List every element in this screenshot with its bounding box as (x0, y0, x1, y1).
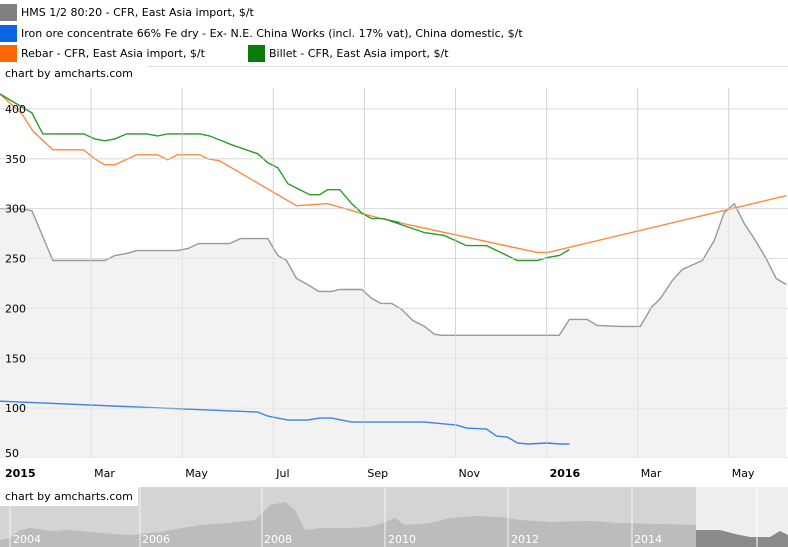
x-tick-label: May (732, 467, 755, 480)
x-axis: 2015 Mar May Jul Sep Nov 2016 Mar May (5, 467, 755, 480)
y-tick-label: 250 (5, 253, 26, 266)
x-tick-label: 2015 (5, 467, 36, 480)
series-line-hms (0, 202, 787, 336)
y-tick-label: 150 (5, 352, 26, 365)
navigator-year-label: 2006 (142, 533, 170, 546)
x-tick-label: Jul (275, 467, 289, 480)
navigator-year-label: 2010 (388, 533, 416, 546)
x-tick-label: May (185, 467, 208, 480)
credit-top[interactable]: chart by amcharts.com (0, 64, 138, 83)
series-group (0, 93, 787, 458)
navigator-year-label: 2004 (13, 533, 41, 546)
legend-swatch-icon (248, 45, 265, 62)
legend-label: Billet - CFR, East Asia import, $/t (269, 47, 449, 60)
series-line-iron-ore (0, 400, 570, 445)
y-tick-label: 200 (5, 302, 26, 315)
series-line-rebar (0, 93, 787, 254)
navigator-year-label: 2014 (634, 533, 662, 546)
y-tick-label: 350 (5, 153, 26, 166)
x-tick-label: 2016 (550, 467, 581, 480)
y-tick-label: 300 (5, 203, 26, 216)
series-line-billet (0, 93, 570, 262)
navigator-year-label: 2008 (264, 533, 292, 546)
legend-swatch-icon (0, 25, 17, 42)
legend-label: HMS 1/2 80:20 - CFR, East Asia import, $… (21, 6, 254, 19)
legend-swatch-icon (0, 45, 17, 62)
legend-label: Iron ore concentrate 66% Fe dry - Ex- N.… (21, 27, 523, 40)
x-tick-label: Nov (458, 467, 480, 480)
navigator-area (0, 502, 696, 547)
y-tick-label: 100 (5, 402, 26, 415)
credit-navigator[interactable]: chart by amcharts.com (0, 487, 138, 506)
legend-swatch-icon (0, 4, 17, 21)
navigator-area-selected (696, 530, 788, 547)
navigator-year-label: 2012 (511, 533, 539, 546)
legend-item-hms[interactable]: HMS 1/2 80:20 - CFR, East Asia import, $… (0, 4, 254, 21)
x-axis-band (0, 458, 788, 487)
legend-item-iron-ore[interactable]: Iron ore concentrate 66% Fe dry - Ex- N.… (0, 25, 523, 42)
legend-item-billet[interactable]: Billet - CFR, East Asia import, $/t (248, 45, 449, 62)
y-axis: 50 100 150 200 250 300 350 400 (5, 103, 26, 460)
legend-item-rebar[interactable]: Rebar - CFR, East Asia import, $/t (0, 45, 205, 62)
y-tick-label: 400 (5, 103, 26, 116)
series-area-hms (0, 203, 787, 458)
y-tick-label: 50 (5, 447, 19, 460)
legend-label: Rebar - CFR, East Asia import, $/t (21, 47, 205, 60)
x-tick-label: Mar (641, 467, 662, 480)
x-tick-label: Sep (367, 467, 388, 480)
x-tick-label: Mar (94, 467, 115, 480)
